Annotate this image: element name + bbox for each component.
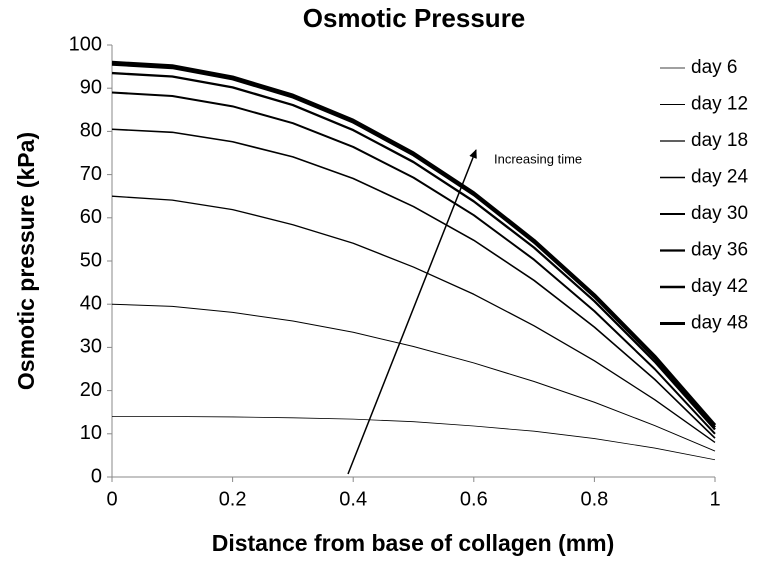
series-line: [111, 128, 716, 439]
legend-label: day 36: [691, 240, 748, 261]
y-tick-label: 40: [80, 292, 102, 314]
legend-label: day 18: [691, 130, 748, 151]
x-tick-label: 0.4: [339, 488, 367, 510]
legend-label: day 12: [691, 94, 748, 115]
series-line: [111, 303, 716, 452]
y-tick-label: 30: [80, 336, 102, 358]
x-tick-label: 0.6: [460, 488, 488, 510]
series-line: [111, 91, 716, 435]
y-tick-label: 20: [80, 379, 102, 401]
legend-label: day 30: [691, 203, 748, 224]
x-tick-label: 1: [709, 488, 720, 510]
annotation: Increasing time: [494, 151, 582, 166]
x-axis-label: Distance from base of collagen (mm): [212, 530, 615, 556]
legend-label: day 24: [691, 167, 748, 188]
series-line: [111, 71, 716, 431]
series-line: [111, 60, 717, 427]
series-line: [111, 195, 716, 443]
legend-label: day 6: [691, 57, 737, 78]
x-tick-label: 0.8: [580, 488, 608, 510]
y-tick-label: 90: [80, 76, 102, 98]
y-tick-label: 10: [80, 422, 102, 444]
legend-label: day 48: [691, 313, 748, 334]
y-tick-label: 70: [80, 163, 102, 185]
chart-title: Osmotic Pressure: [303, 3, 526, 33]
y-tick-label: 50: [80, 249, 102, 271]
y-tick-label: 0: [91, 465, 102, 487]
y-tick-label: 80: [80, 120, 102, 142]
y-axis-label: Osmotic pressure (kPa): [13, 132, 39, 390]
x-tick-label: 0: [106, 488, 117, 510]
legend-label: day 42: [691, 276, 748, 297]
arrow: [347, 149, 477, 475]
series-line: [112, 416, 716, 461]
series-line: [111, 63, 716, 429]
y-tick-label: 100: [69, 33, 102, 55]
y-tick-label: 60: [80, 206, 102, 228]
x-tick-label: 0.2: [219, 488, 247, 510]
